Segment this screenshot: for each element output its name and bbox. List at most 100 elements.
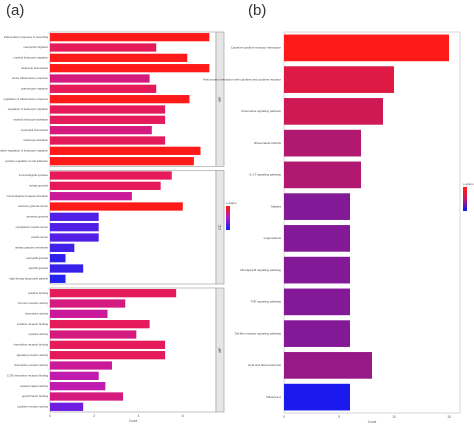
facet-strip-1: [215, 170, 225, 285]
category-label: Viral protein interaction with cytokine …: [203, 77, 281, 81]
legend-swatch: [463, 193, 467, 196]
bar: [50, 382, 106, 391]
facet-strip-label: BP: [218, 96, 222, 101]
legend-swatch: [463, 196, 467, 199]
category-label: CCR chemokine receptor binding: [7, 374, 49, 378]
bar: [50, 115, 166, 124]
legend-swatch: [463, 199, 467, 202]
category-label: growth factor binding: [22, 394, 48, 398]
x-tick-label: 0: [49, 414, 51, 418]
category-label: immunological synapse: [19, 173, 49, 177]
category-label: Rheumatoid arthritis: [254, 141, 281, 145]
category-label: regulation of leukocyte migration: [8, 107, 49, 111]
category-label: Cytokine-cytokine receptor interaction: [231, 46, 282, 50]
bar: [50, 309, 108, 318]
x-tick-label: 0: [283, 415, 285, 419]
category-label: cytokine activity: [28, 332, 48, 336]
bar: [50, 233, 99, 242]
legend-swatch: [226, 212, 230, 215]
legend-swatch: [463, 190, 467, 193]
bar: [50, 126, 152, 135]
bar: [50, 157, 194, 166]
bar: [284, 193, 350, 220]
panel-b-label: (b): [248, 2, 267, 19]
bar: [50, 299, 126, 308]
bar: [50, 264, 84, 273]
bar: [284, 98, 383, 125]
category-label: immune receptor activity: [18, 301, 49, 305]
legend-swatch: [226, 224, 230, 227]
category-label: signaling receptor activity: [17, 353, 49, 357]
panel-a-label: (a): [6, 2, 25, 19]
bar: [50, 223, 99, 232]
category-label: leukocyte activation: [24, 138, 49, 142]
legend-swatch: [463, 205, 467, 208]
category-label: IL-17 signaling pathway: [249, 173, 281, 177]
bar: [50, 274, 66, 283]
category-label: NF-kappa B signaling pathway: [240, 268, 281, 272]
category-label: cytokine binding: [28, 291, 49, 295]
category-label: acute inflammatory response: [12, 76, 48, 80]
bar: [50, 289, 177, 298]
legend-swatch: [463, 208, 467, 211]
category-label: Chemokine signaling pathway: [241, 109, 281, 113]
facet-panel-2: [49, 287, 217, 413]
bar: [50, 392, 124, 401]
legend-title: p.adjust: [463, 182, 474, 186]
bar: [284, 320, 350, 347]
bar: [50, 33, 210, 42]
category-label: leukocyte chemotaxis: [21, 66, 48, 70]
bar: [50, 146, 201, 155]
category-label: tertiary granule membrane: [15, 246, 48, 250]
bar: [50, 361, 112, 370]
category-label: granulocyte migration: [21, 87, 48, 91]
legend-swatch: [463, 187, 467, 190]
bar: [50, 351, 166, 360]
category-label: inflammatory response to wounding: [4, 35, 49, 39]
category-label: regulation of inflammatory response: [4, 97, 49, 101]
x-tick-label: 2: [93, 414, 95, 418]
bar: [50, 64, 210, 73]
category-label: vesicle lumen: [31, 235, 48, 239]
x-axis-label: Count: [368, 420, 377, 424]
bar: [50, 402, 84, 411]
category-label: neutrophil migration: [23, 45, 48, 49]
category-label: chemokine receptor binding: [14, 343, 49, 347]
bar: [284, 225, 350, 252]
bar: [284, 256, 350, 284]
category-label: neutrophil chemotaxis: [21, 128, 49, 132]
bar: [50, 254, 66, 263]
category-label: cytokine receptor binding: [17, 322, 49, 326]
bar: [284, 383, 350, 411]
bar: [50, 243, 75, 252]
category-label: azurophil granule: [27, 256, 49, 260]
legend-swatch: [226, 221, 230, 224]
x-tick-label: 4: [138, 414, 140, 418]
x-tick-label: 15: [447, 415, 451, 419]
legend-swatch: [226, 227, 230, 230]
bar: [284, 161, 361, 189]
facet-strip-0: [215, 31, 225, 167]
category-label: secretory granule lumen: [18, 204, 48, 208]
bar: [50, 53, 188, 62]
facet-strip-label: CC: [218, 224, 222, 230]
bar: [50, 181, 161, 190]
category-label: chemokine receptor activity: [14, 363, 48, 367]
legend-swatch: [226, 218, 230, 221]
category-label: Influenza A: [266, 395, 281, 399]
bar: [50, 320, 150, 329]
bar: [284, 66, 394, 93]
category-label: secretory granule: [26, 215, 48, 219]
category-label: chemokine activity: [25, 312, 48, 316]
facet-strip-2: [215, 287, 225, 413]
category-label: Legionellosis: [264, 236, 282, 240]
bar: [50, 84, 157, 93]
category-label: myeloid leukocyte activation: [13, 118, 48, 122]
bar: [50, 74, 150, 83]
category-label: positive regulation of cell adhesion: [5, 159, 48, 163]
bar: [50, 212, 99, 221]
bar: [50, 105, 166, 114]
legend-title: p.adjust: [226, 201, 237, 205]
plot-area: [283, 31, 461, 414]
category-label: specific granule: [29, 266, 49, 270]
